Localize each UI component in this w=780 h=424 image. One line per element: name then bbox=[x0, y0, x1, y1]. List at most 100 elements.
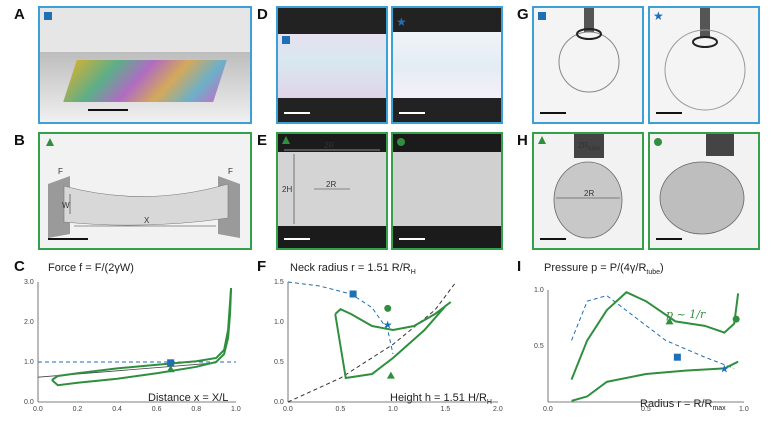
x-tick-label: 0.5 bbox=[336, 406, 346, 413]
dashed-blue-curve bbox=[571, 295, 735, 369]
triangle-marker bbox=[665, 317, 674, 325]
series-line-0 bbox=[334, 301, 452, 380]
square-marker bbox=[673, 353, 681, 361]
film-region bbox=[393, 152, 501, 226]
panel-label-E: E bbox=[257, 132, 268, 149]
b-label-f-right: F bbox=[228, 167, 233, 176]
x-tick-label: 0.0 bbox=[33, 406, 43, 413]
circle-marker bbox=[732, 315, 740, 323]
x-tick-label: 1.5 bbox=[441, 406, 451, 413]
bubble-drawing bbox=[664, 8, 746, 111]
panel-g-left-photo bbox=[532, 6, 644, 124]
panel-e-right-photo bbox=[391, 132, 503, 250]
triangle-marker bbox=[166, 365, 175, 373]
bubble-drawing bbox=[558, 8, 620, 93]
square-marker bbox=[349, 290, 357, 298]
scale-bar bbox=[656, 112, 682, 114]
bubble-drawing: 2R 2Rtube bbox=[538, 134, 623, 239]
chart-c: 0.0 0.2 0.4 0.6 0.8 1.0 0.0 1.0 2.0 3.0 bbox=[24, 279, 241, 413]
y-tick-label: 0.5 bbox=[534, 343, 544, 350]
scale-bar bbox=[399, 112, 425, 114]
x-tick-label: 1.0 bbox=[388, 406, 398, 413]
circle-marker-icon bbox=[397, 138, 405, 146]
y-tick-label: 1.0 bbox=[534, 287, 544, 294]
series-line-1 bbox=[571, 360, 739, 402]
y-tick-label: 3.0 bbox=[24, 279, 34, 286]
scale-bar bbox=[540, 112, 566, 114]
square-marker-icon bbox=[538, 12, 546, 20]
star-marker-icon: ★ bbox=[396, 15, 407, 29]
b-label-f-left: F bbox=[58, 167, 63, 176]
e-label-2r-top: 2R bbox=[324, 141, 334, 150]
y-tick-label: 1.5 bbox=[274, 279, 284, 286]
film-region bbox=[393, 32, 501, 98]
panel-b-photo: F F W X bbox=[38, 132, 252, 250]
scale-bar bbox=[88, 109, 128, 111]
panel-label-G: G bbox=[517, 6, 529, 23]
dashed-blue-curve bbox=[287, 281, 394, 355]
x-tick-label: 0.4 bbox=[112, 406, 122, 413]
triangle-marker-icon bbox=[538, 136, 546, 144]
h-label-rtube: 2Rtube bbox=[578, 141, 601, 152]
x-tick-label: 1.0 bbox=[739, 406, 749, 413]
panel-label-B: B bbox=[14, 132, 25, 149]
scale-bar bbox=[656, 238, 682, 240]
y-tick-label: 2.0 bbox=[24, 319, 34, 326]
scale-bar bbox=[399, 238, 425, 240]
film-region bbox=[278, 34, 386, 98]
x-tick-label: 1.0 bbox=[231, 406, 241, 413]
panel-b-drawing: F F W X bbox=[46, 138, 240, 238]
triangle-marker-icon bbox=[46, 138, 54, 146]
circle-marker bbox=[384, 304, 392, 312]
square-marker bbox=[167, 359, 175, 367]
panel-label-C: C bbox=[14, 258, 25, 275]
x-tick-label: 0.0 bbox=[543, 406, 553, 413]
panel-a-photo bbox=[38, 6, 252, 124]
y-tick-label: 1.0 bbox=[24, 359, 34, 366]
x-tick-label: 0.5 bbox=[641, 406, 651, 413]
chart-f: 0.0 0.5 1.0 1.5 2.0 0.0 0.5 1.0 1.5 ★ bbox=[274, 279, 503, 413]
chart-i-annotation: p ~ 1/r bbox=[666, 308, 706, 321]
star-marker-icon: ★ bbox=[653, 9, 664, 23]
b-label-x: X bbox=[144, 216, 150, 225]
y-tick-label: 0.5 bbox=[274, 359, 284, 366]
triangle-marker-icon bbox=[282, 136, 290, 144]
panel-e-annotation: 2R 2H 2R bbox=[282, 136, 380, 224]
square-marker-icon bbox=[282, 36, 290, 44]
chart-f-title: Neck radius r = 1.51 R/RH bbox=[290, 262, 416, 277]
x-tick-label: 0.6 bbox=[152, 406, 162, 413]
chart-i-title: Pressure p = P/(4γ/Rtube) bbox=[544, 262, 664, 277]
panel-label-D: D bbox=[257, 6, 268, 23]
x-tick-label: 0.8 bbox=[191, 406, 201, 413]
square-marker-icon bbox=[44, 12, 52, 20]
y-tick-label: 1.0 bbox=[274, 319, 284, 326]
soap-film bbox=[63, 60, 227, 102]
series-line-0 bbox=[51, 287, 233, 387]
chart-i-xlabel: Radius r = R/Rmax bbox=[640, 398, 726, 413]
panel-g-right-photo: ★ bbox=[648, 6, 760, 124]
panel-d-left-photo bbox=[276, 6, 388, 124]
chart-c-xlabel: Distance x = X/L bbox=[148, 392, 229, 404]
y-tick-label: 0.0 bbox=[24, 399, 34, 406]
b-label-w: W bbox=[62, 201, 70, 210]
star-marker: ★ bbox=[719, 363, 729, 375]
panel-e-left-photo: 2R 2H 2R bbox=[276, 132, 388, 250]
e-label-2h: 2H bbox=[282, 185, 292, 194]
panel-label-H: H bbox=[517, 132, 528, 149]
panel-label-A: A bbox=[14, 6, 25, 23]
scale-bar bbox=[48, 238, 88, 240]
chart-f-xlabel: Height h = 1.51 H/RH bbox=[390, 392, 492, 407]
scale-bar bbox=[284, 238, 310, 240]
star-marker: ★ bbox=[383, 319, 393, 331]
series-line-1 bbox=[51, 287, 233, 381]
panel-h-right-photo bbox=[648, 132, 760, 250]
y-tick-label: 0.0 bbox=[274, 399, 284, 406]
chart-i: 0.0 0.5 1.0 0.5 1.0 ★ bbox=[534, 287, 749, 413]
dashed-black-curve bbox=[287, 281, 457, 403]
e-label-2r-inner: 2R bbox=[326, 180, 336, 189]
x-tick-label: 0.2 bbox=[73, 406, 83, 413]
h-label-2r: 2R bbox=[584, 189, 594, 198]
circle-marker-icon bbox=[654, 138, 662, 146]
x-tick-label: 2.0 bbox=[493, 406, 503, 413]
triangle-marker bbox=[386, 371, 395, 379]
